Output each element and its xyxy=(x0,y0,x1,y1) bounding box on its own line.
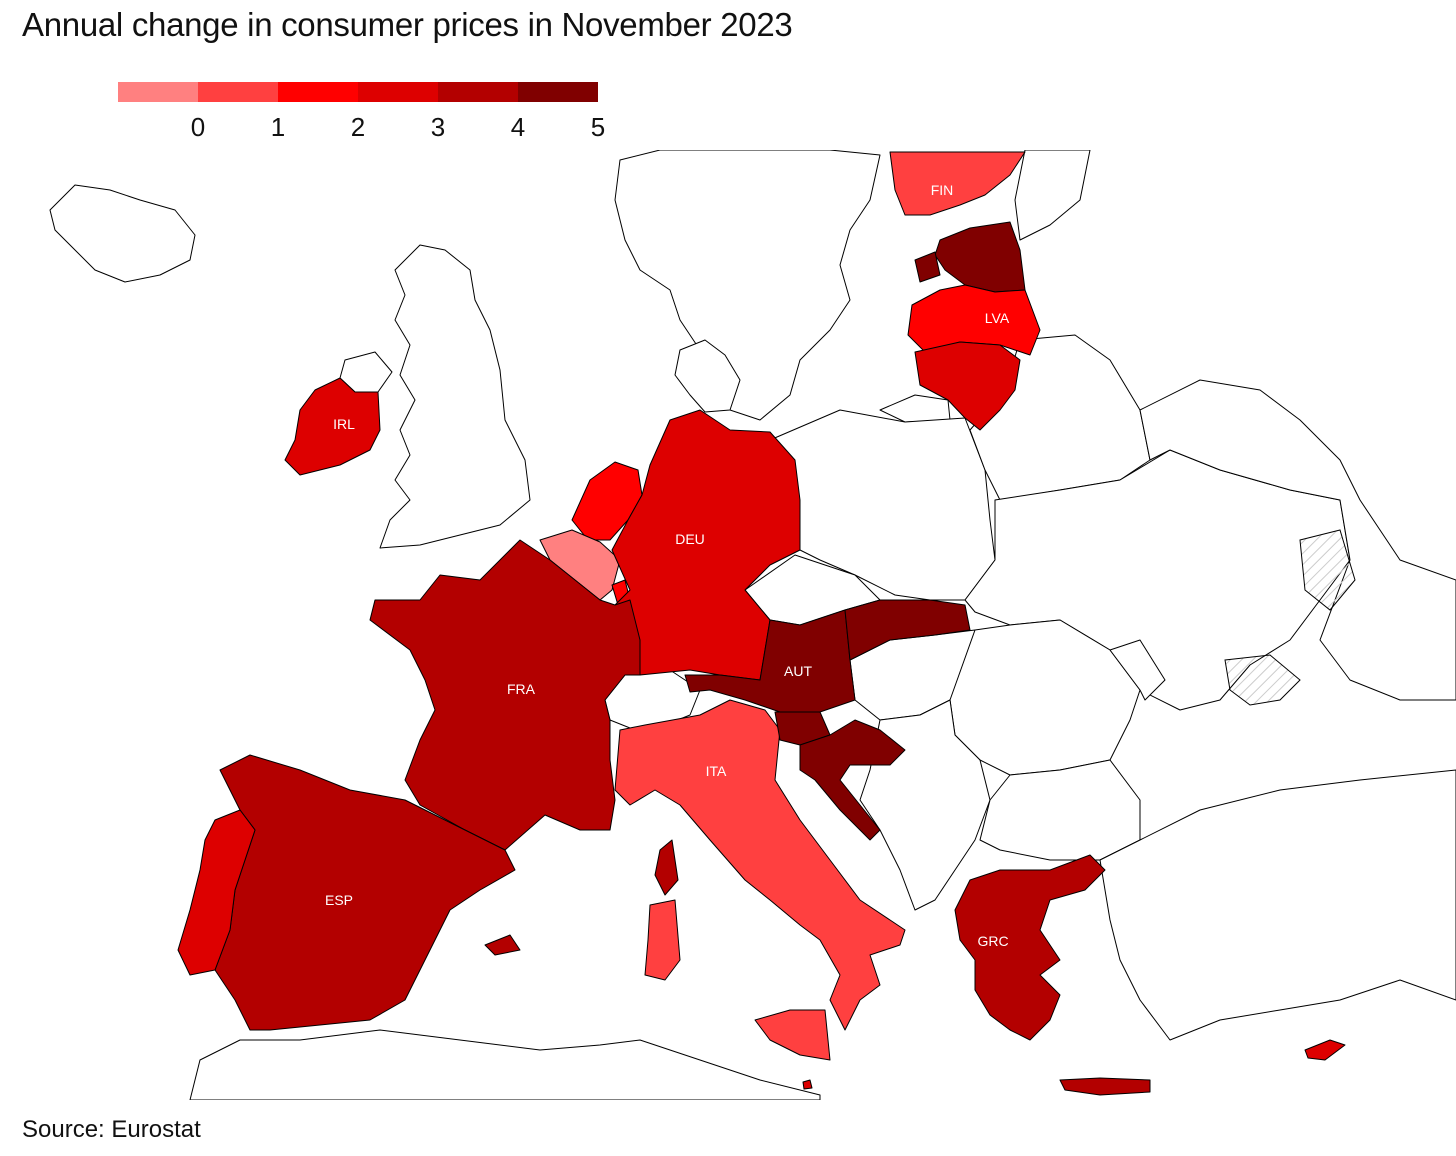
moldova-outline xyxy=(1109,639,1166,701)
legend-swatch-6 xyxy=(518,82,598,102)
kaliningrad-outline xyxy=(879,394,951,423)
country-ita xyxy=(614,699,906,1031)
country-ltu xyxy=(914,341,1021,431)
label-esp: ESP xyxy=(325,892,353,908)
country-ita-sardinia xyxy=(644,899,681,981)
legend-tick-5: 5 xyxy=(590,112,606,142)
legend-swatch-4 xyxy=(358,82,438,102)
legend-swatch-5 xyxy=(438,82,518,102)
color-legend: 0 1 2 3 4 5 xyxy=(118,82,608,142)
crimea-disputed-area xyxy=(1224,654,1301,706)
country-fra-corsica xyxy=(654,839,679,896)
country-mlt xyxy=(802,1079,813,1090)
turkey-outline xyxy=(1099,769,1456,1041)
country-hrv xyxy=(799,719,906,841)
legend-swatch-2 xyxy=(198,82,278,102)
country-fra xyxy=(369,539,641,851)
legend-tick-0: 0 xyxy=(190,112,206,142)
scandinavia-outline xyxy=(614,150,881,421)
denmark-outline xyxy=(674,339,741,413)
legend-tick-2: 2 xyxy=(350,112,366,142)
europe-map: FIN LVA IRL DEU FRA ESP ITA AUT GRC xyxy=(49,150,1456,1100)
country-esp-balearic xyxy=(484,934,521,956)
country-lva xyxy=(907,284,1041,356)
great-britain-outline xyxy=(379,244,531,549)
label-deu: DEU xyxy=(675,531,705,547)
label-fin: FIN xyxy=(931,182,954,198)
russia-north-outline xyxy=(1014,150,1091,241)
country-est xyxy=(934,221,1026,293)
country-ita-sicily xyxy=(754,1009,831,1061)
bulgaria-outline xyxy=(979,759,1141,861)
legend-tick-3: 3 xyxy=(430,112,446,142)
north-africa-outline xyxy=(189,1029,821,1100)
country-grc-crete xyxy=(1059,1077,1151,1096)
legend-swatch-1 xyxy=(118,82,198,102)
label-lva: LVA xyxy=(985,310,1010,326)
legend-tick-4: 4 xyxy=(510,112,526,142)
country-est-island xyxy=(914,251,941,283)
map-title: Annual change in consumer prices in Nove… xyxy=(22,6,793,43)
legend-bar xyxy=(118,82,598,102)
label-grc: GRC xyxy=(977,933,1008,949)
country-irl xyxy=(284,377,381,476)
country-cyp xyxy=(1304,1039,1346,1061)
donbas-disputed-area xyxy=(1299,529,1356,611)
legend-swatch-3 xyxy=(278,82,358,102)
legend-tick-1: 1 xyxy=(270,112,286,142)
country-prt xyxy=(177,809,256,976)
country-grc xyxy=(954,854,1106,1041)
label-fra: FRA xyxy=(507,681,536,697)
label-ita: ITA xyxy=(706,763,727,779)
label-irl: IRL xyxy=(333,416,355,432)
iceland-outline xyxy=(49,184,196,283)
country-svk xyxy=(844,599,971,661)
russia-east-outline xyxy=(1139,379,1456,701)
country-fin xyxy=(889,151,1026,216)
source-note: Source: Eurostat xyxy=(22,1116,201,1143)
label-aut: AUT xyxy=(784,663,812,679)
